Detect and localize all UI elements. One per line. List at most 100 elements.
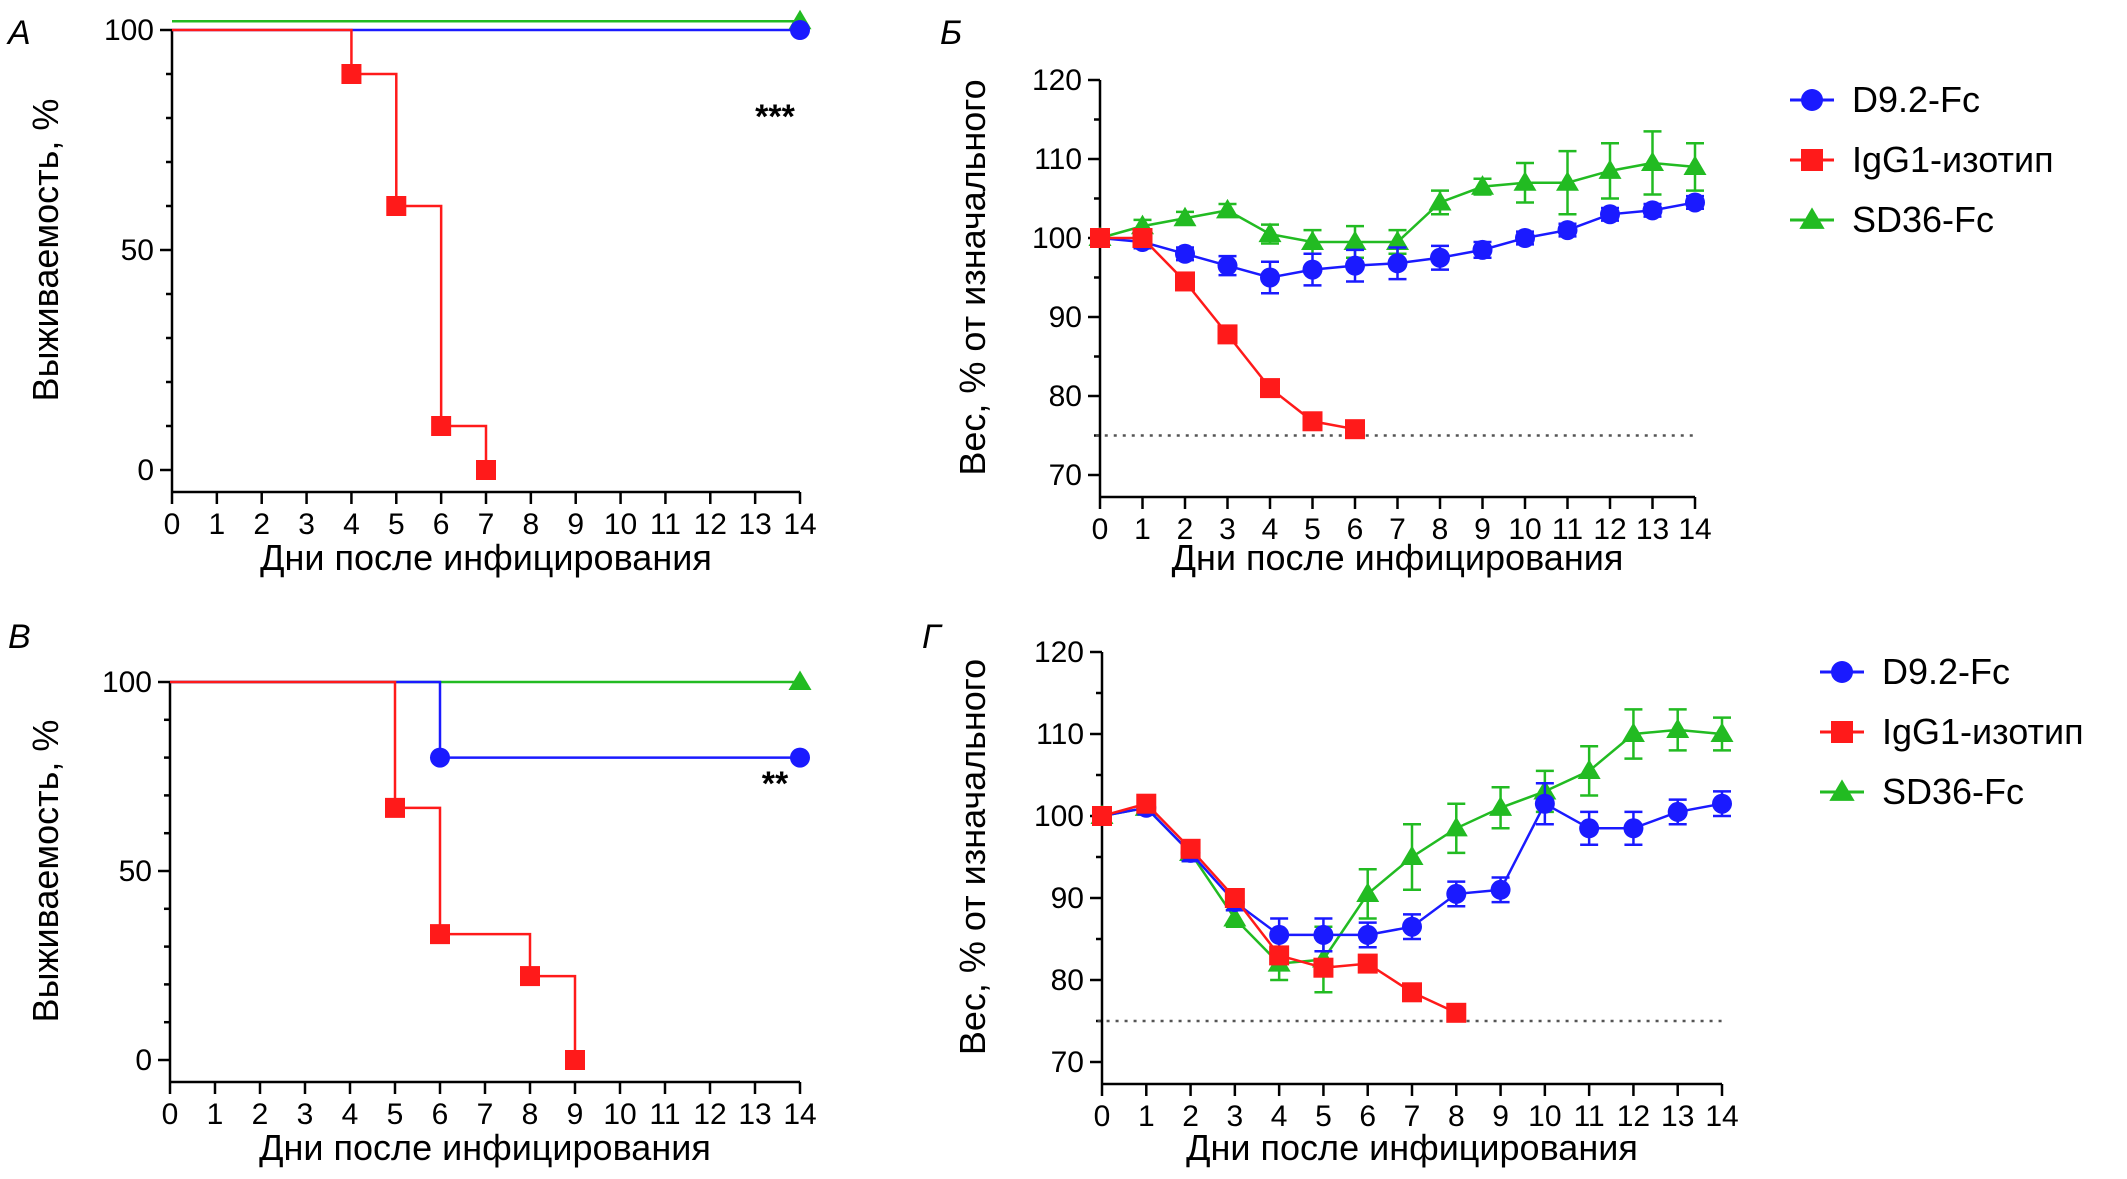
survival-curve-red [170, 680, 577, 1060]
data-point-blue [1357, 924, 1378, 945]
x-tick-label: 11 [1552, 513, 1583, 546]
data-point-blue [1472, 239, 1493, 260]
legend-marker-blue [1801, 89, 1823, 111]
legend-marker-green [1829, 779, 1855, 801]
x-tick-label: 2 [253, 508, 270, 541]
x-tick-label: 13 [1661, 1100, 1694, 1133]
data-point-green [1683, 155, 1707, 175]
data-point-red [1224, 888, 1245, 908]
data-point-green [1513, 171, 1537, 191]
data-point-blue [1579, 818, 1600, 839]
data-point-blue [1557, 220, 1578, 241]
data-point-blue [1490, 879, 1511, 900]
y-axis-label: Вес, % от изначального [952, 659, 993, 1055]
y-tick-label: 100 [104, 14, 154, 47]
x-tick-label: 13 [738, 1098, 771, 1131]
x-tick-label: 3 [1219, 513, 1236, 546]
y-tick-label: 90 [1051, 882, 1084, 915]
y-tick-label: 50 [119, 855, 152, 888]
legend-label: IgG1-изотип [1852, 139, 2054, 180]
x-tick-label: 8 [1432, 513, 1449, 546]
data-point-green [1223, 907, 1247, 927]
y-tick-label: 120 [1034, 636, 1084, 669]
data-point-blue [1642, 200, 1663, 221]
x-tick-label: 1 [1138, 1100, 1155, 1133]
x-tick-label: 5 [388, 508, 405, 541]
data-point-red [1345, 419, 1365, 440]
data-point-blue [1217, 255, 1238, 276]
significance-stars: ** [762, 765, 789, 803]
data-point-blue [1667, 801, 1688, 822]
data-point-blue [790, 747, 810, 768]
y-tick-label: 50 [121, 234, 154, 267]
data-point-blue [1430, 247, 1450, 268]
x-axis-label: Дни после инфицирования [1186, 1127, 1638, 1168]
x-tick-label: 14 [1678, 513, 1711, 546]
x-tick-label: 3 [297, 1098, 314, 1131]
data-point-red [386, 196, 407, 216]
data-point-green [1471, 175, 1494, 195]
data-point-blue [1175, 243, 1195, 264]
data-point-blue [790, 20, 810, 40]
x-tick-label: 5 [1315, 1100, 1332, 1133]
data-point-red [476, 460, 496, 480]
x-tick-label: 1 [209, 508, 226, 541]
x-tick-label: 0 [164, 508, 181, 541]
legend-marker-red [1831, 721, 1853, 743]
x-tick-label: 7 [478, 508, 495, 541]
data-point-blue [1515, 228, 1535, 248]
data-point-blue [1685, 192, 1705, 213]
data-point-red [1402, 982, 1422, 1003]
data-point-green [1356, 882, 1380, 902]
y-tick-label: 70 [1051, 1046, 1084, 1079]
x-tick-label: 7 [1404, 1100, 1421, 1133]
x-tick-label: 3 [298, 508, 315, 541]
data-point-red [431, 416, 452, 436]
data-point-green [1386, 230, 1409, 250]
y-tick-label: 80 [1051, 964, 1084, 997]
x-axis-label: Дни после инфицирования [259, 1127, 711, 1168]
data-point-blue [430, 747, 450, 768]
y-tick-label: 120 [1032, 64, 1082, 97]
data-point-blue [1313, 924, 1334, 945]
data-point-green [1173, 206, 1197, 227]
x-tick-label: 9 [567, 508, 584, 541]
data-point-green [1666, 718, 1690, 738]
survival-curve-blue [170, 680, 800, 759]
data-point-green [1428, 190, 1452, 211]
legend: D9.2-Fc IgG1-изотип SD36-Fc [1820, 651, 2084, 812]
x-tick-label: 2 [252, 1098, 269, 1131]
data-point-blue [1623, 818, 1644, 839]
data-point-green [1577, 759, 1601, 779]
data-point-red [1136, 793, 1157, 814]
x-tick-label: 12 [1593, 513, 1626, 546]
x-tick-label: 14 [783, 508, 816, 541]
legend-label: SD36-Fc [1882, 771, 2024, 812]
y-tick-label: 100 [102, 666, 152, 699]
data-point-red [430, 924, 450, 945]
data-point-red [565, 1050, 585, 1070]
y-tick-label: 0 [135, 1044, 152, 1077]
x-tick-label: 1 [207, 1098, 224, 1131]
data-point-red [1092, 806, 1112, 826]
legend-label: SD36-Fc [1852, 199, 1994, 240]
y-axis-label: Вес, % от изначального [952, 79, 993, 475]
data-point-red [1302, 411, 1323, 432]
x-tick-label: 10 [603, 1098, 636, 1131]
data-point-red [1446, 1002, 1467, 1023]
y-tick-label: 90 [1049, 301, 1082, 334]
x-axis-label: Дни после инфицирования [260, 537, 712, 578]
x-tick-label: 4 [1262, 513, 1279, 546]
data-point-blue [1260, 267, 1280, 288]
x-tick-label: 0 [1094, 1100, 1111, 1133]
x-tick-label: 11 [650, 508, 681, 541]
survival-curve-red [172, 28, 488, 470]
legend-label: D9.2-Fc [1852, 79, 1980, 120]
x-tick-label: 10 [1528, 1100, 1561, 1133]
x-tick-label: 10 [604, 508, 637, 541]
x-tick-label: 2 [1182, 1100, 1199, 1133]
